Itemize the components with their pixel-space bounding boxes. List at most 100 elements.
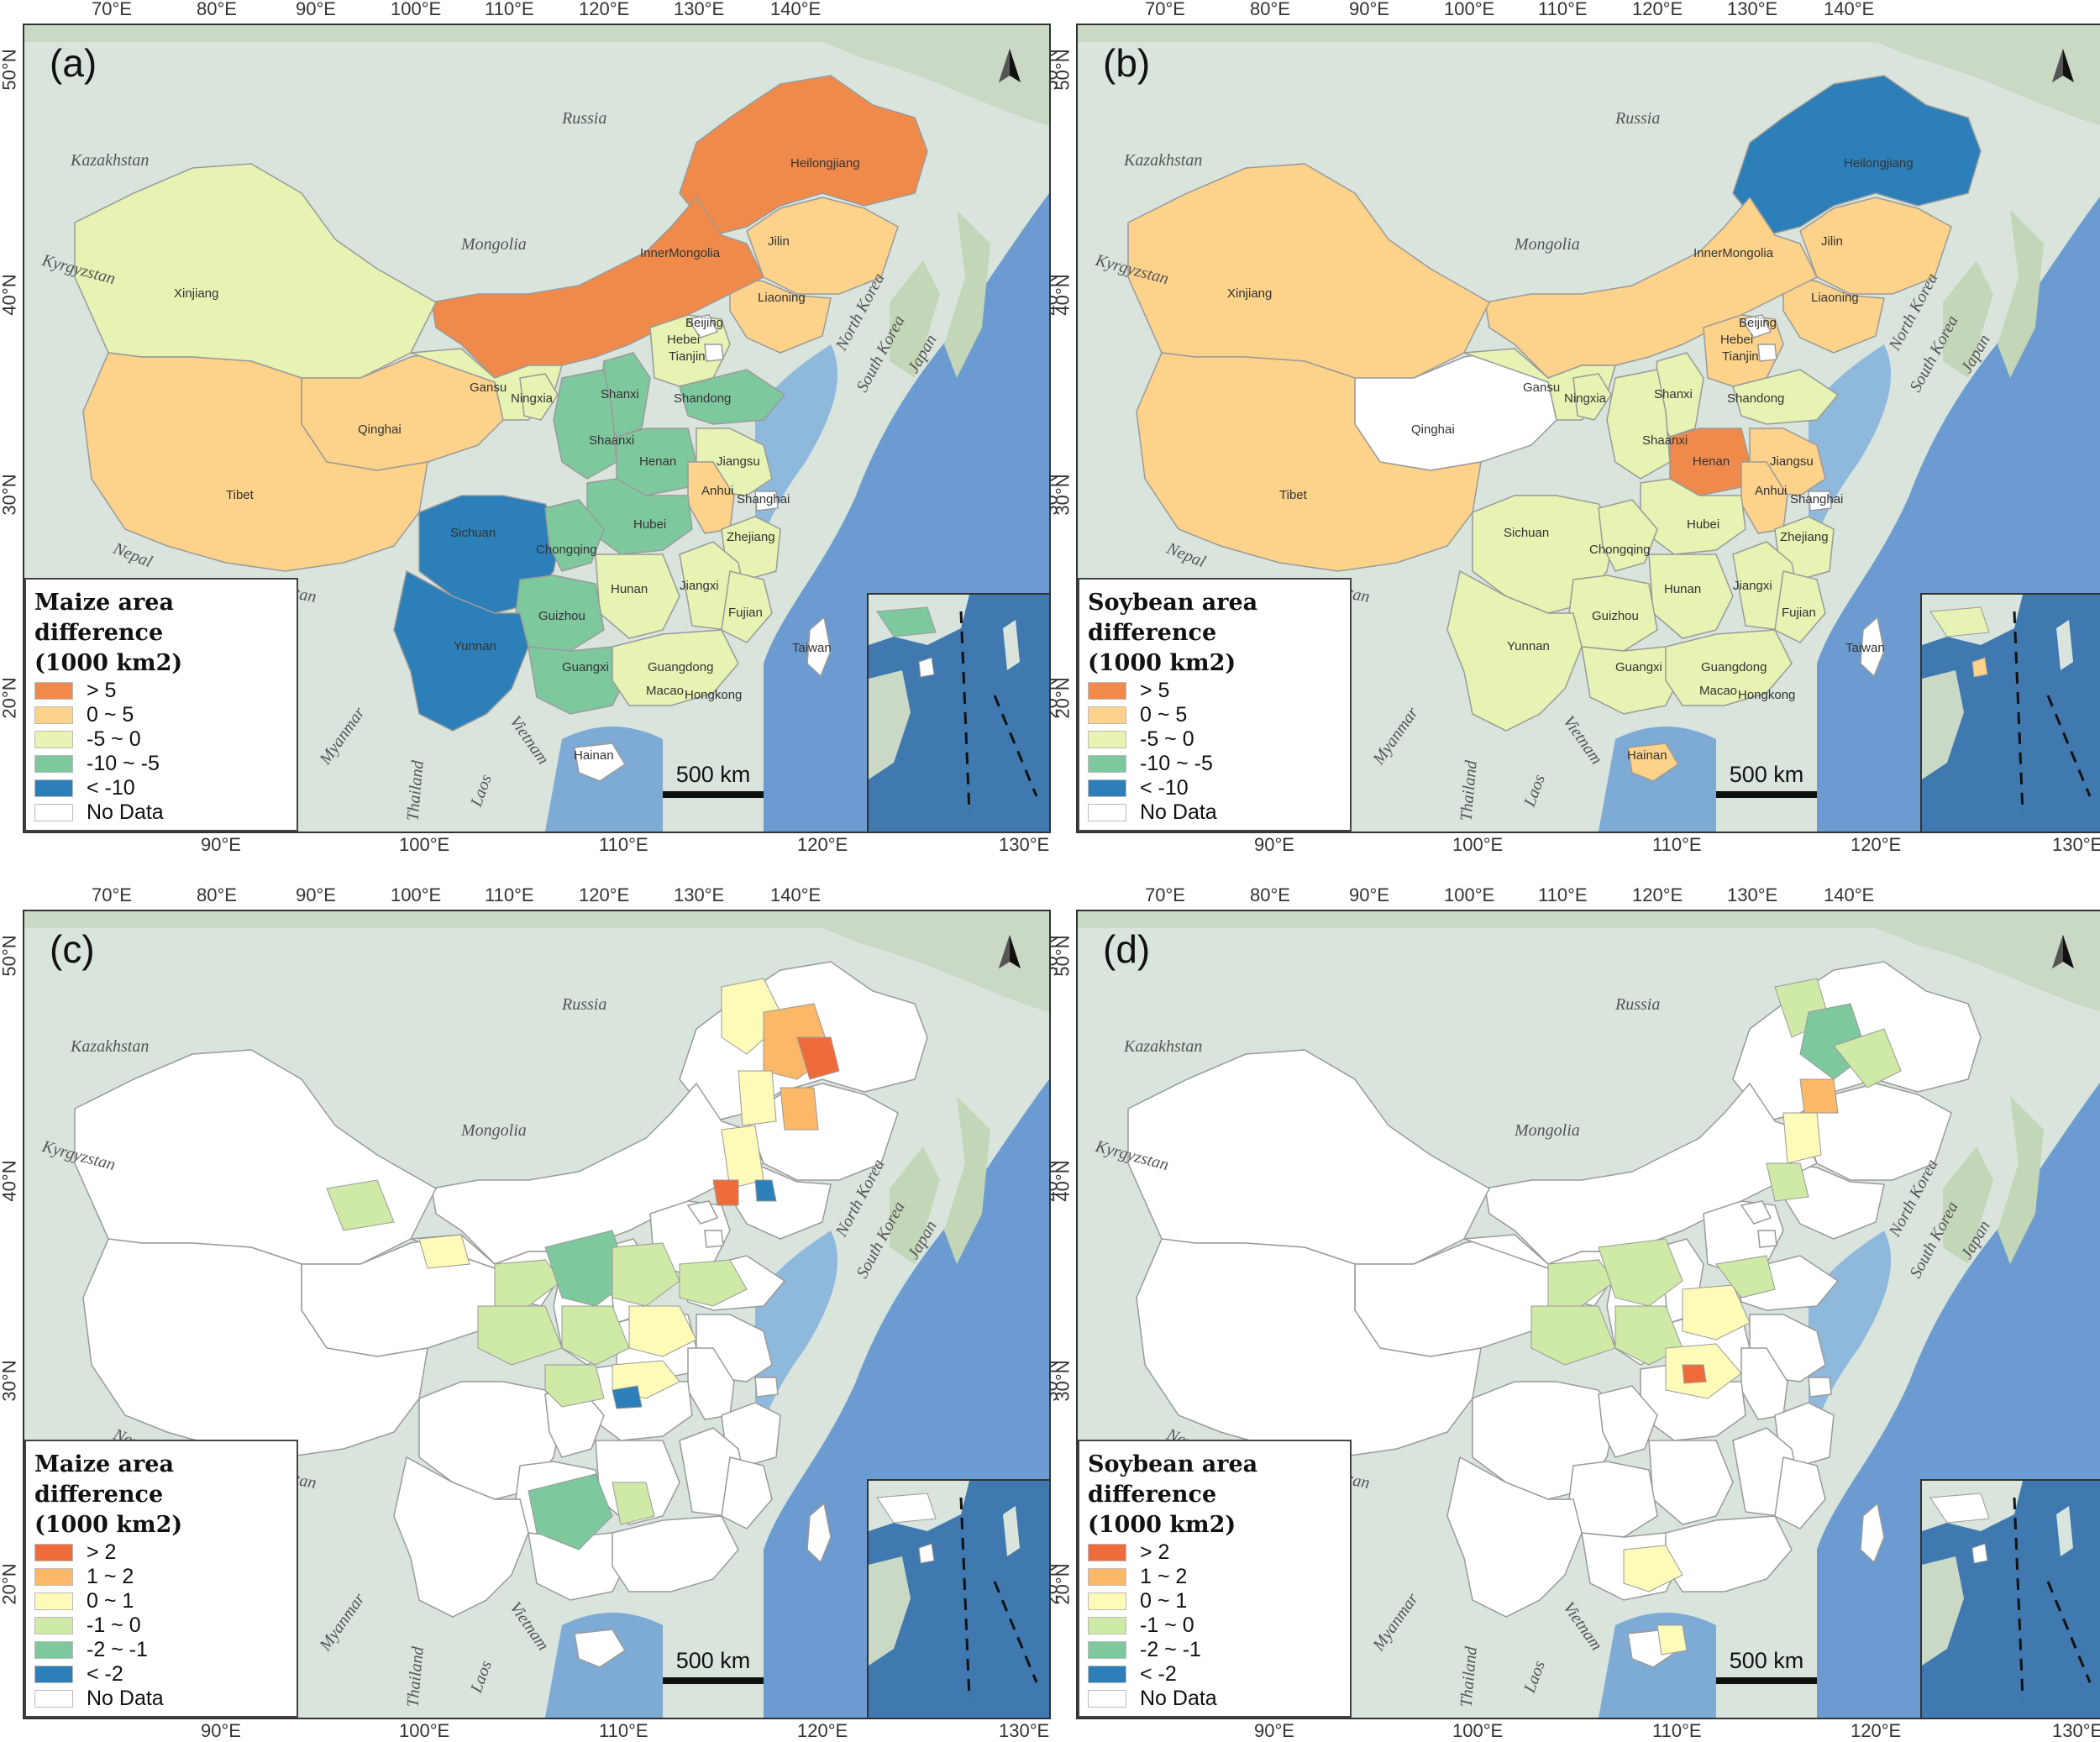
province-label: Tianjin <box>1722 349 1759 364</box>
legend-item: < -10 <box>1088 776 1341 800</box>
province-label: Guizhou <box>538 609 585 623</box>
lon-tick-bottom: 90°E <box>201 834 241 855</box>
province-label: Jiangxi <box>1733 579 1772 593</box>
county-region <box>544 1364 605 1408</box>
province-label: Chongqing <box>536 543 597 557</box>
lon-tick-bottom: 100°E <box>399 1720 450 1741</box>
province-beijing <box>1740 1200 1772 1225</box>
province-label: Hunan <box>611 582 648 596</box>
lon-tick-top: 110°E <box>1538 0 1588 19</box>
province-label: Qinghai <box>1411 422 1455 437</box>
legend-item: 0 ~ 5 <box>34 703 288 727</box>
lon-tick-bottom: 90°E <box>1254 1720 1294 1741</box>
country-label: Mongolia <box>461 235 527 254</box>
lat-tick-left: 20°N <box>1052 1563 1074 1605</box>
legend-label: -1 ~ 0 <box>1140 1613 1194 1637</box>
lon-tick-top: 70°E <box>1145 0 1185 19</box>
province-guangdong <box>1665 629 1793 706</box>
south-china-sea-inset <box>867 593 1049 832</box>
province-ningxia <box>519 373 559 421</box>
province-label: Hubei <box>633 517 667 532</box>
lon-tick-bottom: 90°E <box>201 1720 241 1741</box>
legend-item: -2 ~ -1 <box>34 1638 288 1662</box>
legend-swatch <box>34 804 73 821</box>
legend-item: > 2 <box>1088 1540 1341 1565</box>
legend-swatch <box>1088 682 1126 700</box>
province-label: Hubei <box>1687 517 1720 532</box>
lon-tick-bottom: 120°E <box>797 1720 848 1741</box>
legend-label: 0 ~ 1 <box>1140 1589 1188 1613</box>
lon-tick-top: 80°E <box>197 0 237 19</box>
county-region <box>712 1179 739 1206</box>
lon-tick-top: 140°E <box>770 0 822 19</box>
county-region <box>1682 1284 1751 1341</box>
country-label: Mongolia <box>461 1121 527 1140</box>
province-label: Sichuan <box>450 526 496 540</box>
country-label: Mongolia <box>1515 235 1580 254</box>
province-hunan <box>1648 1440 1734 1525</box>
province-hainan <box>1627 742 1680 782</box>
legend-title-units: (1000 km2) <box>34 650 183 676</box>
lon-tick-top: 120°E <box>1632 884 1683 905</box>
lon-tick-top: 100°E <box>391 0 442 19</box>
legend-title: Maize area difference <box>34 1451 174 1508</box>
legend-label: 1 ~ 2 <box>1140 1565 1188 1588</box>
lon-tick-top: 100°E <box>1444 0 1495 19</box>
lat-tick-left: 30°N <box>0 474 20 516</box>
legend-label: -5 ~ 0 <box>1140 727 1194 751</box>
lon-tick-bottom: 110°E <box>1652 1720 1702 1741</box>
province-label: Shanghai <box>1790 492 1844 506</box>
legend-swatch <box>34 1617 73 1634</box>
legend-label: > 5 <box>87 679 117 702</box>
scale-label: 500 km <box>1729 762 1804 787</box>
country-label: Kazakhstan <box>71 151 150 170</box>
lat-tick-left: 40°N <box>1052 274 1074 316</box>
province-label: Chongqing <box>1589 543 1651 557</box>
lat-tick-left: 20°N <box>0 1563 20 1605</box>
panel-label: (c) <box>50 927 95 971</box>
japan-landmass <box>944 210 990 378</box>
legend-swatch <box>1088 1544 1126 1561</box>
lon-tick-bottom: 130°E <box>2052 834 2100 855</box>
province-label: Yunnan <box>454 639 496 653</box>
province-label: Shandong <box>674 391 732 406</box>
legend-label: -10 ~ -5 <box>87 752 160 775</box>
legend-swatch <box>34 1641 73 1659</box>
country-label: Russia <box>1615 995 1661 1014</box>
lon-tick-top: 120°E <box>579 0 630 19</box>
panel-label: (b) <box>1103 41 1151 85</box>
legend-title-units: (1000 km2) <box>34 1512 183 1538</box>
lon-tick-bottom: 100°E <box>1452 834 1504 855</box>
province-label: Xinjiang <box>174 286 219 301</box>
province-label: Taiwan <box>792 641 832 655</box>
legend-swatch <box>1088 1641 1126 1659</box>
province-jilin <box>1799 197 1952 295</box>
lon-tick-bottom: 110°E <box>599 834 648 855</box>
legend-swatch <box>1088 804 1126 821</box>
county-region <box>612 1385 643 1409</box>
province-label: Jilin <box>1821 234 1843 249</box>
province-yunnan <box>1446 1456 1583 1618</box>
lon-tick-top: 80°E <box>1250 0 1290 19</box>
lon-tick-bottom: 130°E <box>999 1720 1050 1741</box>
county-region <box>1656 1624 1688 1655</box>
lon-tick-top: 130°E <box>674 884 725 905</box>
province-heilongjiang <box>679 75 928 236</box>
province-tianjin <box>704 1230 724 1248</box>
province-liaoning <box>1782 276 1885 354</box>
province-taiwan <box>1860 1502 1885 1564</box>
legend-swatch <box>1088 1666 1126 1683</box>
country-label: Kazakhstan <box>1124 151 1203 170</box>
province-taiwan <box>1860 616 1885 678</box>
province-taiwan <box>806 1502 832 1564</box>
legend-swatch <box>1088 1617 1126 1634</box>
province-label: Zhejiang <box>727 530 775 544</box>
province-label: Heilongjiang <box>790 156 860 171</box>
province-chongqing <box>544 499 605 572</box>
county-region <box>1833 1028 1902 1089</box>
legend-item: -5 ~ 0 <box>1088 727 1341 752</box>
province-shanghai <box>754 1377 779 1398</box>
lon-tick-top: 120°E <box>1632 0 1683 19</box>
province-label: Heilongjiang <box>1844 156 1914 171</box>
